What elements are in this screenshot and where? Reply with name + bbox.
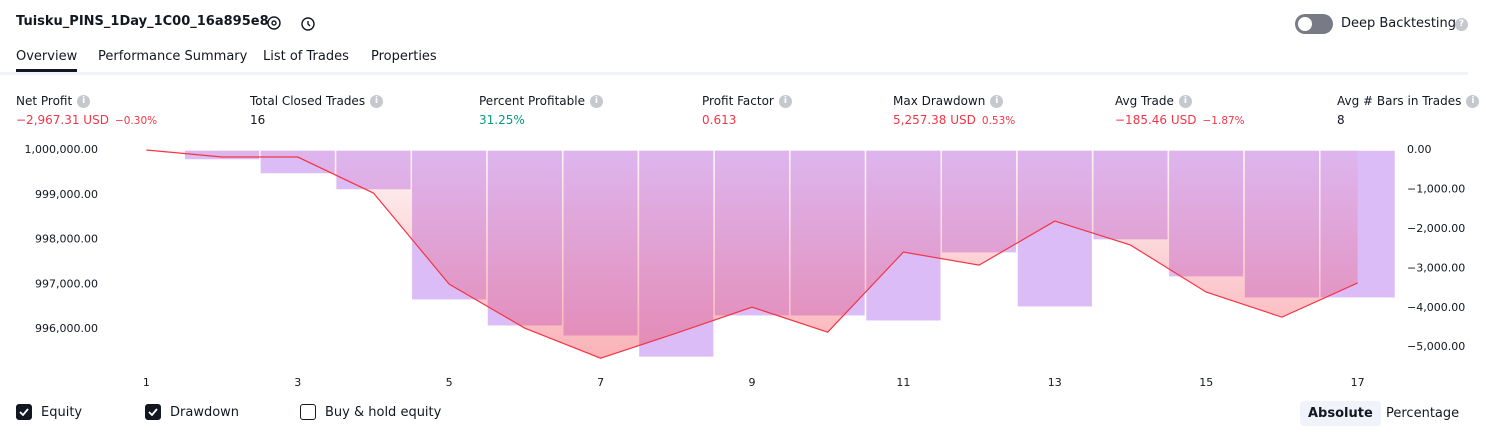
checkbox[interactable] [145, 404, 161, 420]
metric-label: Avg Trade i [1115, 94, 1192, 108]
x-tick-label: 3 [294, 376, 301, 389]
tab[interactable]: Overview [16, 49, 78, 72]
tab[interactable]: Properties [371, 49, 437, 64]
y2-tick-label: 0.00 [1407, 143, 1432, 156]
checkbox[interactable] [300, 404, 316, 420]
x-tick-label: 7 [597, 376, 604, 389]
x-tick-label: 15 [1199, 376, 1213, 389]
x-tick-label: 5 [446, 376, 453, 389]
metric-value: 16 [250, 113, 265, 127]
metric-value: 31.25% [479, 113, 525, 127]
metric-label-text: Avg # Bars in Trades [1337, 94, 1462, 108]
y2-tick-label: −1,000.00 [1407, 182, 1465, 195]
metric-value-text: 0.613 [702, 113, 737, 127]
info-icon[interactable]: i [589, 94, 603, 108]
y2-tick-label: −2,000.00 [1407, 222, 1465, 235]
metric-label: Total Closed Trades i [250, 94, 384, 108]
y-tick-label: 998,000.00 [35, 233, 98, 246]
info-icon[interactable]: i [1466, 94, 1480, 108]
x-tick-label: 13 [1048, 376, 1062, 389]
metric-value-text: 8 [1337, 113, 1345, 127]
checkbox[interactable] [16, 404, 32, 420]
info-icon[interactable]: i [77, 94, 91, 108]
info-icon[interactable]: i [1178, 94, 1192, 108]
legend-label: Buy & hold equity [325, 404, 442, 420]
help-icon[interactable]: ? [1455, 18, 1468, 31]
x-tick-label: 1 [143, 376, 150, 389]
legend-label: Drawdown [170, 404, 240, 420]
y-tick-label: 1,000,000.00 [25, 143, 98, 156]
tab[interactable]: Performance Summary [98, 49, 248, 64]
legend-toggle[interactable]: Equity [16, 404, 82, 420]
metric-label: Max Drawdown i [893, 94, 1004, 108]
metric-value: 5,257.38 USD 0.53% [893, 113, 1015, 127]
metric-change: −1.87% [1202, 115, 1245, 127]
y2-tick-label: −5,000.00 [1407, 340, 1465, 353]
y-tick-label: 999,000.00 [35, 188, 98, 201]
metric-label-text: Max Drawdown [893, 94, 986, 108]
info-icon[interactable]: i [370, 94, 384, 108]
metric-value: −185.46 USD −1.87% [1115, 113, 1245, 127]
metric-change: 0.53% [981, 115, 1016, 127]
y-tick-label: 996,000.00 [35, 322, 98, 335]
legend-toggle[interactable]: Drawdown [145, 404, 239, 420]
header-icons[interactable] [265, 14, 315, 32]
legend-toggle[interactable]: Buy & hold equity [300, 404, 441, 420]
x-tick-label: 11 [896, 376, 910, 389]
metric-value: 0.613 [702, 113, 736, 127]
metric-label: Percent Profitable i [479, 94, 603, 108]
metric-value-text: 5,257.38 USD [893, 113, 976, 127]
metric-label-text: Total Closed Trades [250, 94, 366, 108]
deep-backtesting-switch[interactable] [1295, 14, 1333, 34]
check-mark [19, 408, 29, 416]
metric-value: 8 [1337, 113, 1345, 127]
strategy-title: Tuisku_PINS_1Day_1C00_16a895e8 [16, 14, 269, 29]
deep-backtesting-label: Deep Backtesting [1341, 16, 1457, 31]
info-icon[interactable]: i [778, 94, 792, 108]
scale-button[interactable]: Absolute [1300, 401, 1381, 426]
equity-area [146, 150, 1358, 359]
x-tick-label: 17 [1351, 376, 1365, 389]
metric-change: −0.30% [114, 115, 158, 127]
metric-label-text: Percent Profitable [479, 94, 585, 108]
metric-value-text: −2,967.31 USD [16, 113, 109, 127]
metric-label-text: Profit Factor [702, 94, 774, 108]
metric-label: Avg # Bars in Trades i [1337, 94, 1480, 108]
x-tick-label: 9 [748, 376, 755, 389]
check-mark [148, 408, 158, 416]
legend-label: Equity [41, 404, 83, 420]
scale-button[interactable]: Percentage [1386, 406, 1460, 421]
tab[interactable]: List of Trades [263, 49, 349, 64]
y2-tick-label: −4,000.00 [1407, 301, 1465, 314]
info-icon[interactable]: i [990, 94, 1004, 108]
y2-tick-label: −3,000.00 [1407, 261, 1465, 274]
metric-value-text: −185.46 USD [1115, 113, 1197, 127]
metric-label: Profit Factor i [702, 94, 792, 108]
metric-label-text: Net Profit [16, 94, 73, 108]
metric-value-text: 16 [250, 113, 266, 127]
metric-label-text: Avg Trade [1115, 94, 1174, 108]
equity-line [146, 149, 1358, 359]
metric-label: Net Profit i [16, 94, 91, 108]
y-tick-label: 997,000.00 [35, 277, 98, 290]
metric-value: −2,967.31 USD −0.30% [16, 113, 157, 127]
tabs-divider [0, 72, 1468, 75]
metric-value-text: 31.25% [479, 113, 525, 127]
